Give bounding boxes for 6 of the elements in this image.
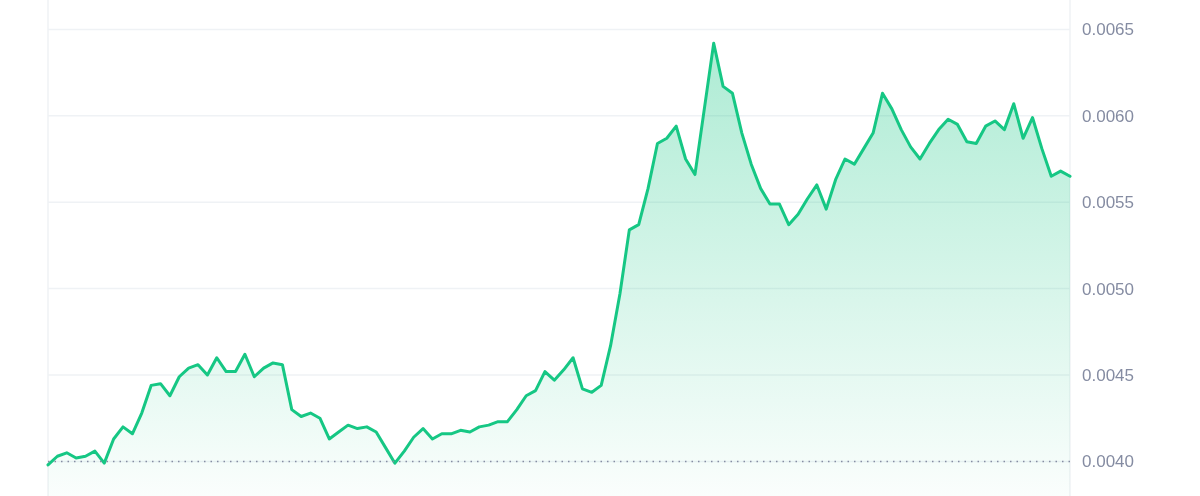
y-tick-label: 0.0045 — [1082, 365, 1134, 385]
y-tick-label: 0.0055 — [1082, 193, 1134, 213]
y-tick-label: 0.0060 — [1082, 106, 1134, 126]
y-tick-label: 0.0065 — [1082, 20, 1134, 40]
y-tick-label: 0.0040 — [1082, 452, 1134, 472]
y-tick-label: 0.0050 — [1082, 279, 1134, 299]
